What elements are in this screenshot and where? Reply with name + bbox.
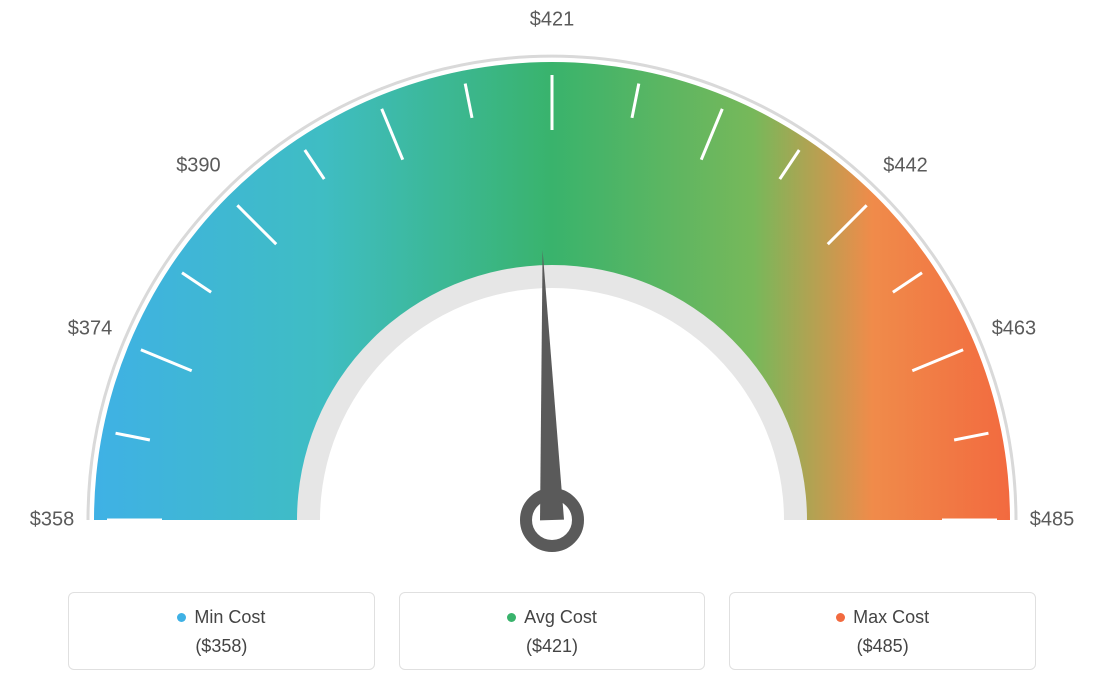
min-cost-value: ($358) bbox=[79, 636, 364, 657]
avg-cost-value: ($421) bbox=[410, 636, 695, 657]
max-cost-dot bbox=[836, 613, 845, 622]
gauge-label: $390 bbox=[176, 155, 221, 178]
max-cost-value: ($485) bbox=[740, 636, 1025, 657]
gauge-label: $421 bbox=[530, 9, 575, 32]
max-cost-card: Max Cost ($485) bbox=[729, 592, 1036, 670]
gauge-label: $358 bbox=[30, 509, 75, 532]
avg-cost-card: Avg Cost ($421) bbox=[399, 592, 706, 670]
min-cost-label: Min Cost bbox=[194, 607, 265, 628]
gauge-label: $442 bbox=[883, 155, 928, 178]
min-cost-card: Min Cost ($358) bbox=[68, 592, 375, 670]
gauge-area: $358 $374 $390 $421 $442 $463 $485 bbox=[0, 0, 1104, 560]
summary-cards: Min Cost ($358) Avg Cost ($421) Max Cost… bbox=[68, 592, 1036, 670]
avg-cost-title: Avg Cost bbox=[507, 607, 597, 628]
avg-cost-dot bbox=[507, 613, 516, 622]
gauge-label: $374 bbox=[68, 317, 113, 340]
gauge-label: $485 bbox=[1030, 509, 1075, 532]
avg-cost-label: Avg Cost bbox=[524, 607, 597, 628]
gauge-svg bbox=[0, 0, 1104, 560]
min-cost-title: Min Cost bbox=[177, 607, 265, 628]
max-cost-label: Max Cost bbox=[853, 607, 929, 628]
min-cost-dot bbox=[177, 613, 186, 622]
max-cost-title: Max Cost bbox=[836, 607, 929, 628]
gauge-label: $463 bbox=[992, 317, 1037, 340]
gauge-chart-container: $358 $374 $390 $421 $442 $463 $485 Min Cost ($… bbox=[0, 0, 1104, 690]
